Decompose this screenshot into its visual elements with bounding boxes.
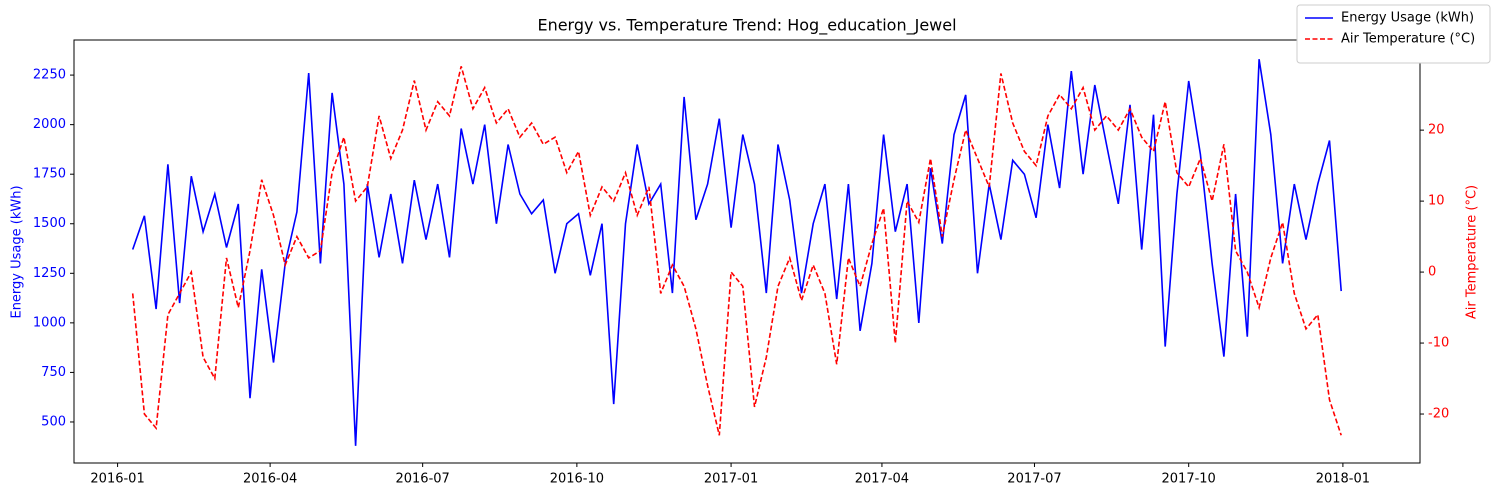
x-tick-label: 2017-10 <box>1162 472 1216 487</box>
y-tick-label: 750 <box>41 365 66 380</box>
plot-frame <box>73 39 1421 464</box>
y-tick-label: 2250 <box>33 68 66 83</box>
y2-tick-label: -20 <box>1428 407 1449 422</box>
y2-tick-label: -10 <box>1428 336 1449 351</box>
chart-title: Energy vs. Temperature Trend: Hog_educat… <box>537 16 956 36</box>
x-tick-label: 2017-04 <box>855 472 909 487</box>
x-tick-label: 2017-07 <box>1007 472 1061 487</box>
x-tick-label: 2017-01 <box>704 472 758 487</box>
y-tick-label: 1500 <box>33 216 66 231</box>
x-tick-label: 2016-07 <box>395 472 449 487</box>
y-tick-label: 1750 <box>33 167 66 182</box>
y-tick-label: 2000 <box>33 117 66 132</box>
legend-label: Energy Usage (kWh) <box>1341 11 1474 26</box>
y2-axis-label: Air Temperature (°C) <box>1465 185 1480 319</box>
y2-tick-label: 10 <box>1428 194 1445 209</box>
data-line <box>131 66 1342 436</box>
x-tick-label: 2018-01 <box>1316 472 1370 487</box>
y-tick-label: 500 <box>41 414 66 429</box>
y2-tick-label: 20 <box>1428 123 1445 138</box>
x-tick-label: 2016-10 <box>550 472 604 487</box>
x-tick-label: 2016-04 <box>243 472 297 487</box>
y2-tick-label: 0 <box>1428 265 1436 280</box>
legend-label: Air Temperature (°C) <box>1341 32 1475 47</box>
data-line <box>131 59 1342 446</box>
legend: Energy Usage (kWh) Air Temperature (°C) <box>1296 4 1491 64</box>
x-tick-label: 2016-01 <box>90 472 144 487</box>
y-axis-label: Energy Usage (kWh) <box>10 185 25 318</box>
y-tick-label: 1000 <box>33 315 66 330</box>
legend-box <box>1296 4 1491 64</box>
y-tick-label: 1250 <box>33 266 66 281</box>
